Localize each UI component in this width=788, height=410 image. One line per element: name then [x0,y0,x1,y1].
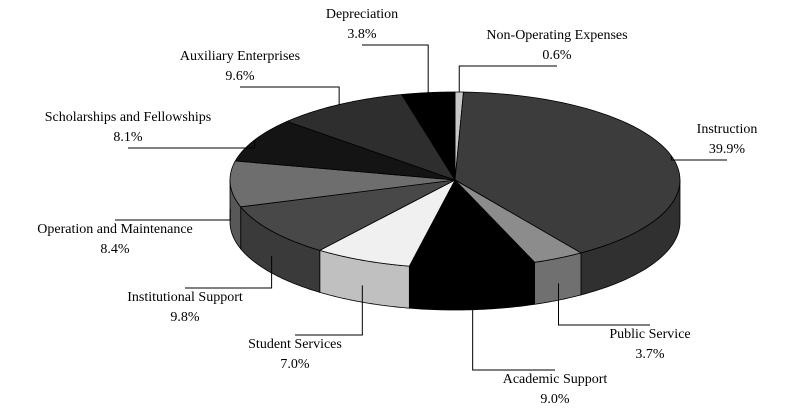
slice-value-label: 0.6% [542,48,572,63]
slice-value-label: 9.6% [225,69,255,84]
slice-label: Scholarships and Fellowships [45,110,211,125]
slice-label: Student Services [248,337,342,352]
slice [401,91,456,182]
slice-label: Academic Support [503,372,608,387]
leader-line [185,256,273,289]
slice-value-label: 8.1% [113,130,143,145]
slice-label: Institutional Support [127,290,243,305]
slice-value-label: 8.4% [100,242,130,257]
slice [454,179,583,263]
leader-line [670,155,727,161]
slice [408,179,536,269]
leader-line [472,292,555,371]
slice-value-label: 7.0% [280,357,310,372]
leader-line [240,86,340,105]
leader-line [128,139,256,149]
slice-value-label: 9.0% [540,392,570,407]
slice-label: Operation and Maintenance [37,222,193,237]
slice-label: Public Service [609,327,690,342]
slice-side [408,261,536,311]
leader-line [115,209,231,221]
slice-value-label: 9.8% [170,310,200,325]
leader-line [362,44,429,93]
slice [239,179,456,251]
slice-label: Auxiliary Enterprises [180,49,300,64]
slice-value-label: 39.9% [709,142,746,157]
slice-label: Non-Operating Expenses [486,28,627,43]
leader-line [558,283,650,326]
slice-label: Depreciation [326,7,398,22]
slice-value-label: 3.8% [347,27,377,42]
slice [229,160,456,208]
slice-value-label: 3.7% [635,347,665,362]
slice-label: Instruction [697,122,758,137]
slice [318,179,456,267]
leader-line [295,285,363,336]
leader-line [458,65,557,93]
